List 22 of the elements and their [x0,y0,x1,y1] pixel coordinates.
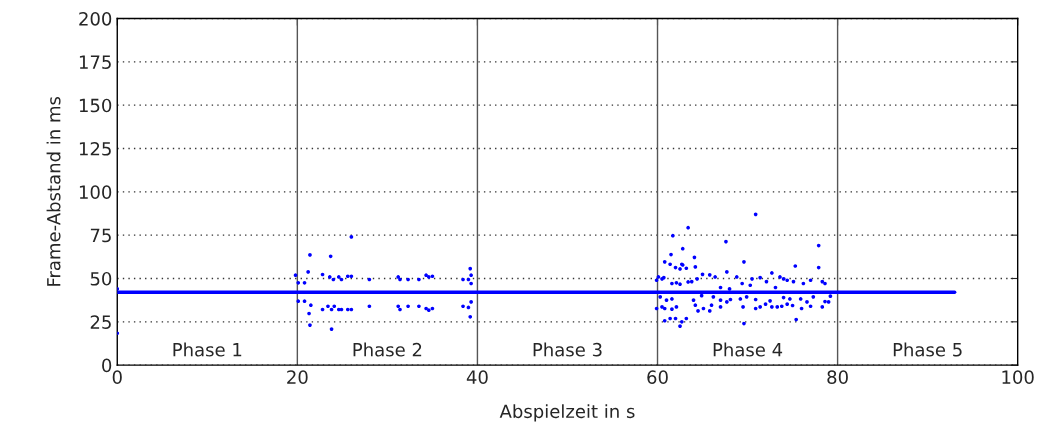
annotation: Phase 5 [893,342,962,357]
x-tick-label: 20 [287,370,308,384]
annotation: Phase 3 [533,342,602,357]
y-tick-label: 100 [79,185,112,199]
x-tick-label: 0 [112,370,122,384]
x-tick-label: 40 [466,370,488,384]
y-axis-title: Frame-Abstand in ms [46,96,61,286]
x-tick-label: 100 [1002,370,1034,384]
x-tick-label: 80 [827,370,848,384]
y-tick-label: 150 [79,98,112,113]
y-tick-label: 175 [79,55,111,69]
y-tick-label: 25 [90,315,111,329]
y-tick-label: 75 [90,228,111,243]
annotation: Phase 1 [173,342,242,357]
y-tick-label: 0 [102,358,112,373]
x-axis-title: Abspielzeit in s [499,404,635,422]
annotation: Phase 2 [353,342,422,357]
y-tick-label: 50 [90,271,112,286]
y-tick-label: 200 [79,11,112,26]
x-tick-label: 60 [647,370,668,384]
annotation: Phase 4 [713,342,783,357]
y-tick-label: 125 [79,141,111,156]
